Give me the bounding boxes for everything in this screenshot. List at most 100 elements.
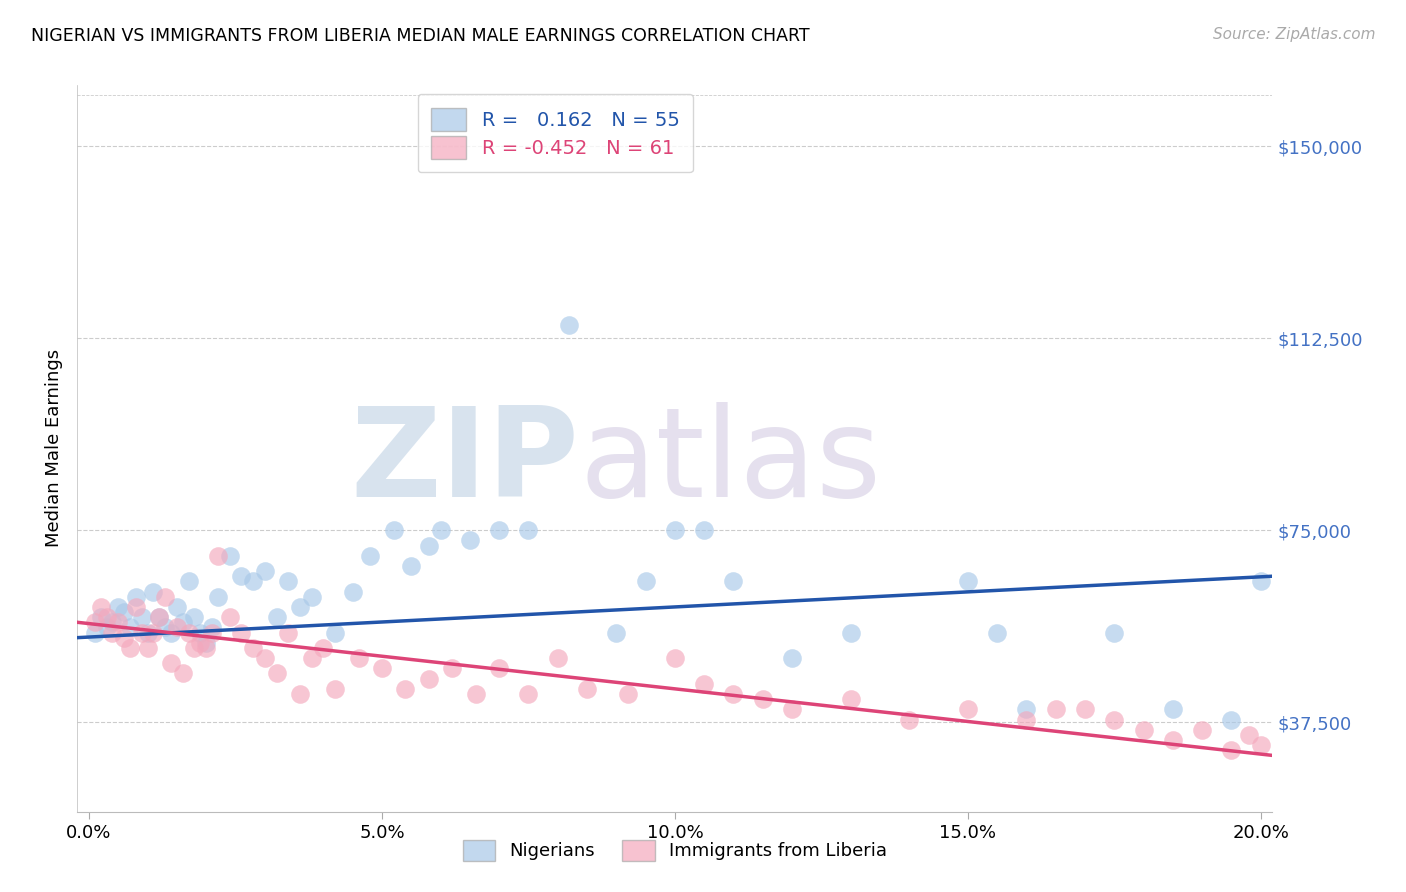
Point [148,610,170,624]
Point [394,681,416,696]
Point [166,599,188,614]
Point [253,651,276,665]
Point [96,620,118,634]
Point [1220,713,1243,727]
Point [188,625,211,640]
Point [1045,702,1067,716]
Point [359,549,381,563]
Point [547,651,569,665]
Point [107,615,129,630]
Point [441,661,464,675]
Point [218,610,240,624]
Point [1237,728,1260,742]
Point [253,564,276,578]
Point [172,666,194,681]
Point [231,569,253,583]
Point [90,610,112,624]
Point [90,599,112,614]
Point [125,590,148,604]
Point [664,651,686,665]
Point [177,625,200,640]
Point [153,590,177,604]
Point [312,640,335,655]
Point [517,687,540,701]
Point [1220,743,1243,757]
Point [780,651,803,665]
Point [1132,723,1154,737]
Point [429,523,451,537]
Point [101,615,124,630]
Point [160,657,183,671]
Point [125,599,148,614]
Point [488,523,510,537]
Point [84,615,107,630]
Point [142,625,165,640]
Text: ZIP: ZIP [350,402,579,524]
Point [195,640,218,655]
Point [839,625,862,640]
Point [839,692,862,706]
Point [201,620,224,634]
Point [242,640,264,655]
Point [136,640,159,655]
Point [956,702,979,716]
Point [207,590,229,604]
Point [342,584,364,599]
Point [1102,625,1125,640]
Point [172,615,194,630]
Point [617,687,640,701]
Point [112,631,135,645]
Point [323,625,346,640]
Point [231,625,253,640]
Point [488,661,510,675]
Point [188,636,211,650]
Point [1161,702,1184,716]
Point [1074,702,1097,716]
Point [177,574,200,589]
Point [464,687,486,701]
Point [693,677,716,691]
Point [517,523,540,537]
Point [96,610,118,624]
Point [277,625,299,640]
Point [723,687,745,701]
Point [693,523,716,537]
Point [201,625,224,640]
Text: Source: ZipAtlas.com: Source: ZipAtlas.com [1212,27,1375,42]
Y-axis label: Median Male Earnings: Median Male Earnings [45,349,63,548]
Text: NIGERIAN VS IMMIGRANTS FROM LIBERIA MEDIAN MALE EARNINGS CORRELATION CHART: NIGERIAN VS IMMIGRANTS FROM LIBERIA MEDI… [31,27,810,45]
Point [323,681,346,696]
Point [288,687,311,701]
Point [664,523,686,537]
Point [183,610,205,624]
Point [458,533,481,548]
Point [142,584,165,599]
Point [160,625,183,640]
Point [723,574,745,589]
Point [84,625,107,640]
Point [153,620,177,634]
Point [120,620,141,634]
Text: atlas: atlas [579,402,882,524]
Point [136,625,159,640]
Point [605,625,627,640]
Point [751,692,773,706]
Point [277,574,299,589]
Point [166,620,188,634]
Point [401,559,423,574]
Point [131,610,153,624]
Point [301,651,323,665]
Point [195,636,218,650]
Point [107,599,129,614]
Point [347,651,370,665]
Point [1250,738,1272,752]
Point [418,539,440,553]
Point [576,681,599,696]
Point [382,523,405,537]
Point [634,574,657,589]
Point [371,661,394,675]
Point [1191,723,1213,737]
Point [1015,702,1038,716]
Point [183,640,205,655]
Point [207,549,229,563]
